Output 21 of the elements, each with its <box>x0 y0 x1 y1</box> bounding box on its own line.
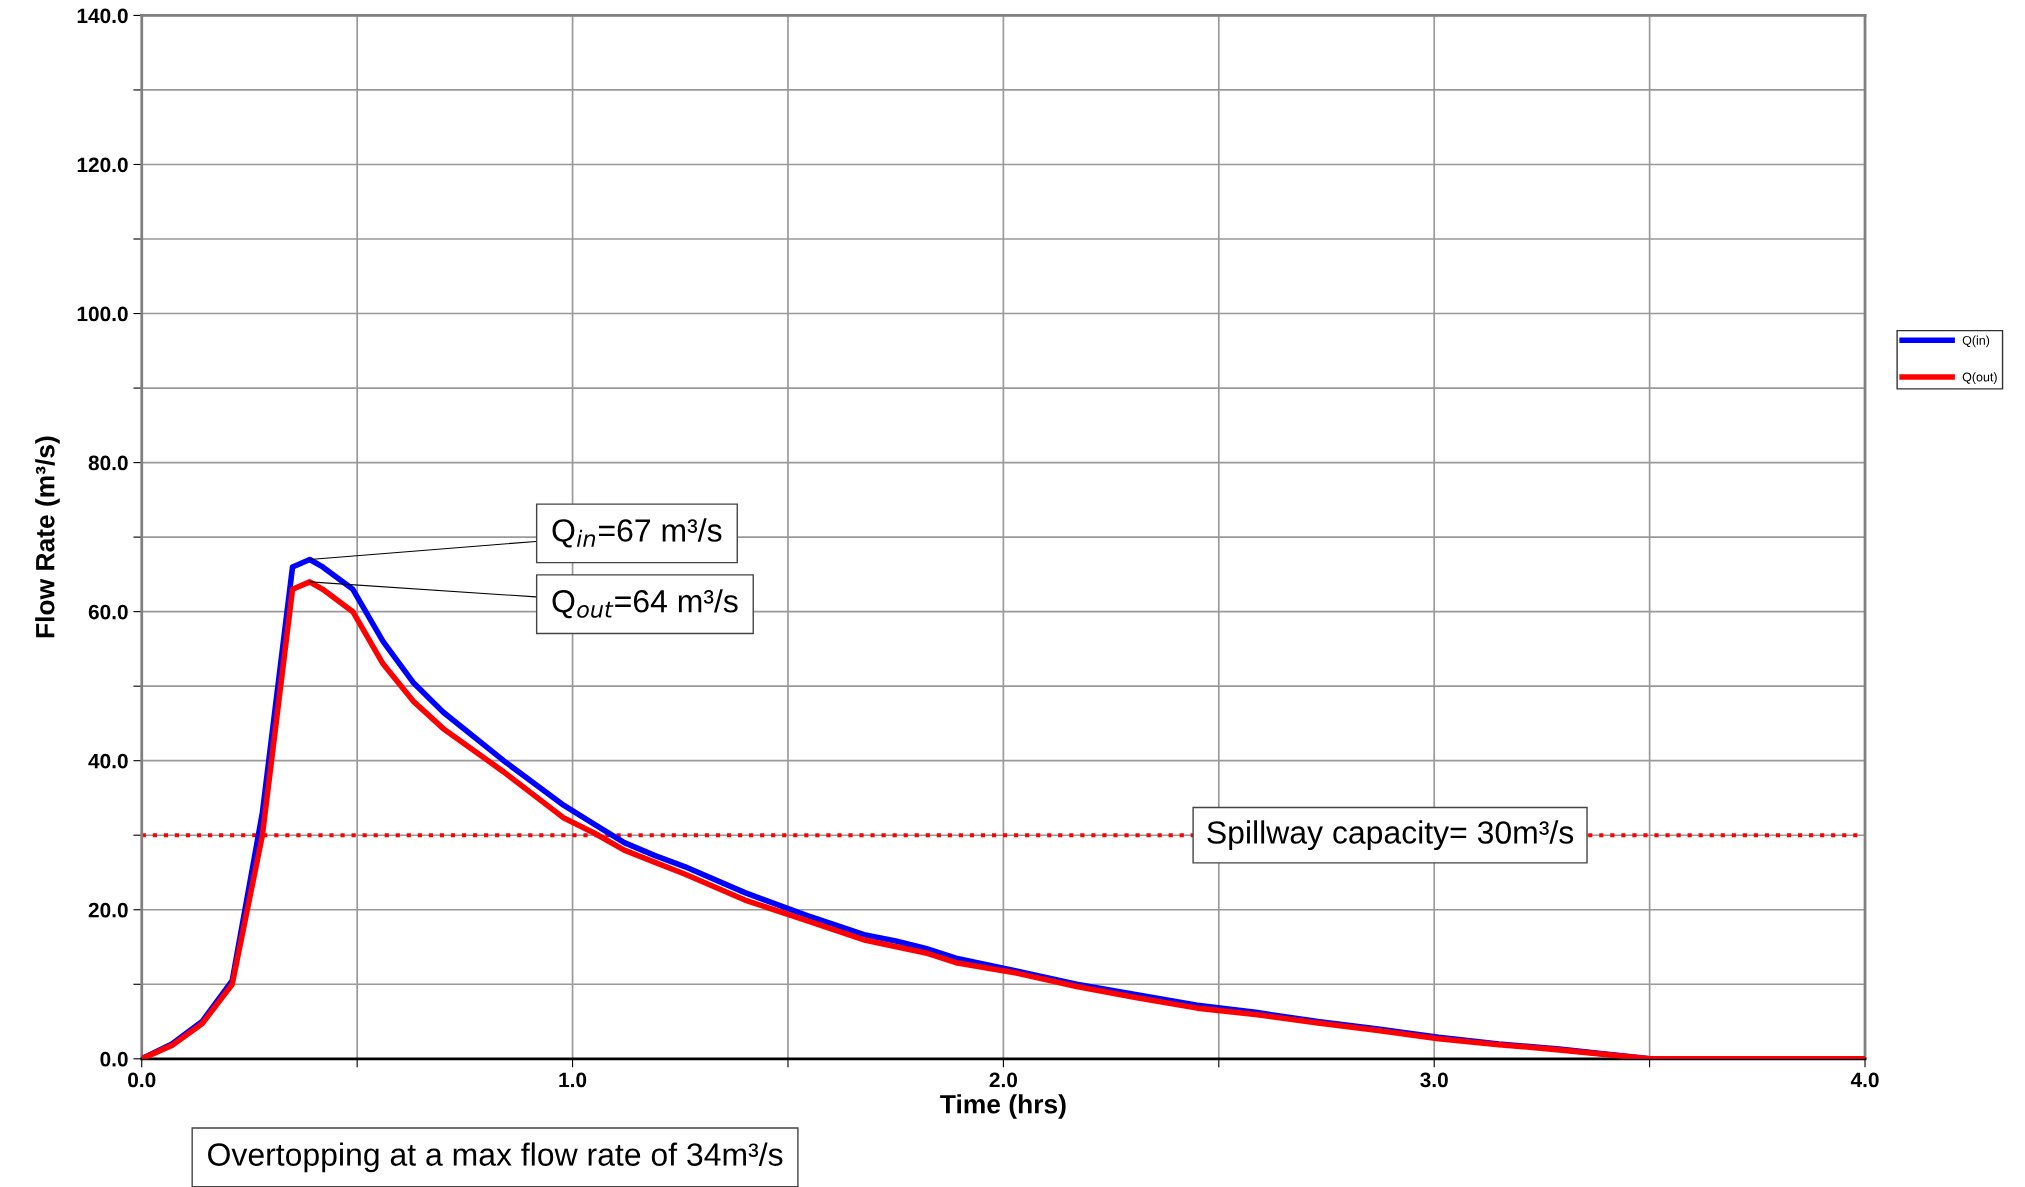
y-tick-label: 80.0 <box>88 455 128 471</box>
y-tick-label: 140.0 <box>77 8 128 24</box>
legend-label: Q(in) <box>1962 335 1990 348</box>
x-tick-label: 0.0 <box>128 1072 156 1088</box>
legend-label: Q(out) <box>1962 372 1997 384</box>
x-tick-label: 3.0 <box>1420 1072 1448 1088</box>
y-tick-label: 40.0 <box>88 753 128 769</box>
x-tick-label: 2.0 <box>989 1072 1018 1088</box>
y-axis-title: Flow Rate (m³/s) <box>35 436 60 638</box>
y-tick-label: 20.0 <box>88 902 128 918</box>
ref-line-label: Spillway capacity= 30m³/s <box>1207 820 1574 851</box>
y-tick-label: 60.0 <box>88 604 128 620</box>
annotation: Q$_{out}$=64 m³/s <box>552 589 738 619</box>
x-axis-title: Time (hrs) <box>940 1094 1066 1119</box>
y-tick-label: 120.0 <box>77 157 128 173</box>
text: Overtopping at a max flow rate of 34m³/s <box>208 1142 783 1173</box>
annotation: Q$_{in}$=67 m³/s <box>552 518 722 548</box>
y-tick-label: 0.0 <box>100 1051 128 1067</box>
x-tick-label: 1.0 <box>559 1072 587 1088</box>
y-tick-label: 100.0 <box>77 306 128 322</box>
x-tick-label: 4.0 <box>1850 1072 1879 1088</box>
